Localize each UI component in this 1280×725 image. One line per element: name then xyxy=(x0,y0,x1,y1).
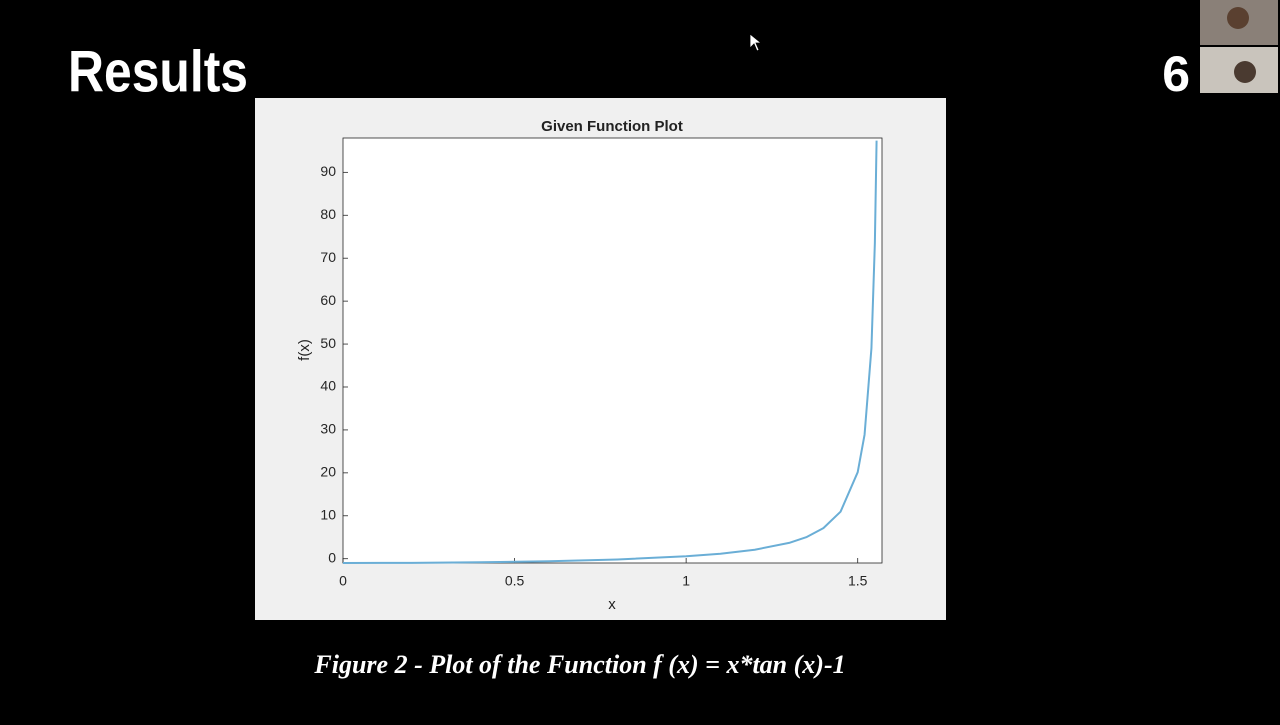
chart-title: Given Function Plot xyxy=(541,118,683,135)
slide-number: 6 xyxy=(1162,46,1190,102)
y-tick-label: 50 xyxy=(320,335,336,351)
data-line xyxy=(342,140,878,564)
figure-caption: Figure 2 - Plot of the Function f (x) = … xyxy=(313,650,845,679)
x-tick-label: 1.5 xyxy=(848,573,868,589)
x-tick-label: 0 xyxy=(339,573,347,589)
x-axis-label: x xyxy=(608,596,616,613)
y-axis-label: f(x) xyxy=(296,339,313,361)
y-tick-label: 90 xyxy=(320,163,336,179)
y-tick-label: 70 xyxy=(320,249,336,265)
x-tick-label: 0.5 xyxy=(505,573,525,589)
y-tick-label: 60 xyxy=(320,292,336,308)
y-tick-label: 20 xyxy=(320,464,336,480)
x-tick-label: 1 xyxy=(682,573,690,589)
mouse-cursor xyxy=(749,33,763,52)
y-tick-label: 40 xyxy=(320,378,336,394)
slide-title: Results xyxy=(68,39,248,104)
y-tick-label: 10 xyxy=(320,506,336,522)
webcam-person xyxy=(1234,61,1256,83)
y-tick-label: 80 xyxy=(320,206,336,222)
webcam-person xyxy=(1227,7,1249,29)
y-tick-label: 30 xyxy=(320,421,336,437)
plot-area xyxy=(342,137,883,564)
y-tick-label: 0 xyxy=(328,549,336,565)
